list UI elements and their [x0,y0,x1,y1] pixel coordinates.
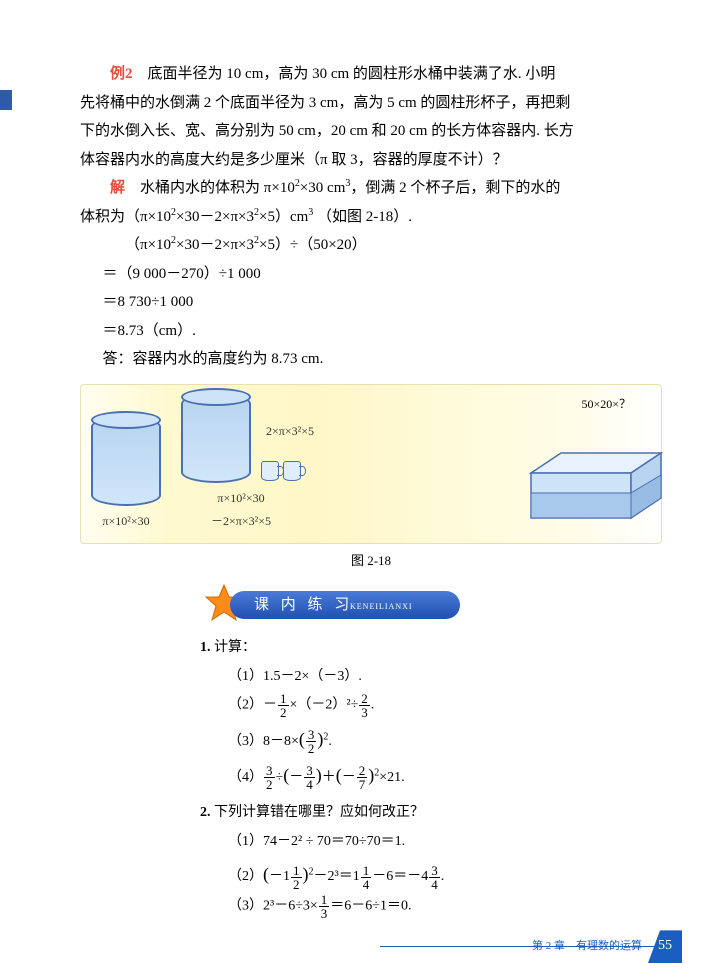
problem-line: 体容器内水的高度大约是多少厘米（π 取 3，容器的厚度不计）？ [80,146,662,175]
answer-line: 答：容器内水的高度约为 8.73 cm. [80,345,662,374]
box-label: 50×20×？ [581,393,631,416]
section-title: 课 内 练 习 [254,591,353,620]
solution-label: 解 [110,180,125,196]
main-content: 例2 底面半径为 10 cm，高为 30 cm 的圆柱形水桶中装满了水. 小明 … [40,60,662,921]
calc-line: ＝8 730÷1 000 [80,288,662,317]
calc-line: ＝（9 000－270）÷1 000 [80,260,662,289]
exercise-item: （2）－12×（－2）²÷23. [200,692,662,719]
example-label: 例2 [110,66,133,82]
cylinder-2-with-cups: π×10²×30 －2×π×3²×5 [181,393,301,533]
calc-line: ＝8.73（cm）. [80,317,662,346]
exercise-item: （1）74－2² ÷ 70＝70÷70＝1. [200,829,662,856]
exercise-item: （3）8－8×(32)2. [200,722,662,756]
margin-tab [0,90,12,110]
exercise-item: （3）2³－6÷3×13＝6－6÷1＝0. [200,893,662,920]
exercises: 1. 计算： （1）1.5－2×（－3）. （2）－12×（－2）²÷23. （… [80,635,662,921]
section-banner: 课 内 练 习 KENEILIANXI [210,587,470,623]
chapter-label: 第 2 章 有理数的运算 [532,936,642,957]
example-problem: 例2 底面半径为 10 cm，高为 30 cm 的圆柱形水桶中装满了水. 小明 [80,60,662,89]
exercise-item: （2）(－112)2－2³＝114－6＝－434. [200,857,662,891]
page-footer: 第 2 章 有理数的运算 55 [532,930,682,963]
figure-2-18: π×10²×30 π×10²×30 －2×π×3²×5 2×π×3²×5 [80,384,662,544]
solution: 解 水桶内水的体积为 π×102×30 cm3，倒满 2 个杯子后，剩下的水的 [80,174,662,203]
calc-line: （π×102×30－2×π×32×5）÷（50×20） [80,231,662,260]
exercise-item: （4）32÷(－34)＋(－27)2×21. [200,758,662,792]
figure-caption: 图 2-18 [80,549,662,574]
section-pinyin: KENEILIANXI [350,599,413,614]
rect-box [521,453,651,523]
solution-line: 体积为（π×102×30－2×π×32×5）cm3 （如图 2-18）. [80,203,662,232]
exercise-item: （1）1.5－2×（－3）. [200,664,662,691]
problem-line: 先将桶中的水倒满 2 个底面半径为 3 cm，高为 5 cm 的圆柱形杯子，再把… [80,89,662,118]
cylinder-1: π×10²×30 [91,416,161,533]
cups-label: 2×π×3²×5 [266,420,314,443]
page-number: 55 [648,930,682,963]
problem-line: 下的水倒入长、宽、高分别为 50 cm，20 cm 和 20 cm 的长方体容器… [80,117,662,146]
